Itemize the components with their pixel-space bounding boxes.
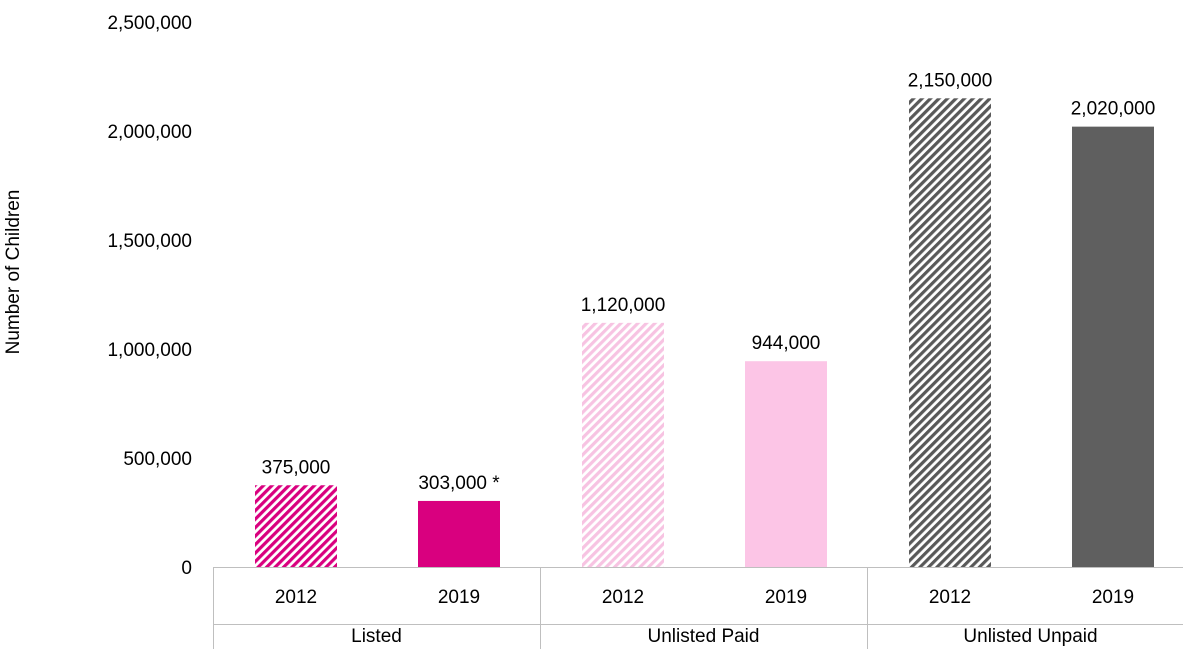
data-label: 1,120,000	[581, 295, 666, 316]
x-group-label: Unlisted Unpaid	[963, 626, 1097, 647]
x-group-label: Unlisted Paid	[648, 626, 760, 647]
x-tick-label-year: 2019	[765, 587, 807, 608]
x-tick-label-year: 2012	[602, 587, 644, 608]
bar-listed-2012	[255, 485, 337, 567]
y-axis-label: Number of Children	[3, 190, 24, 355]
data-label: 2,150,000	[908, 70, 993, 91]
y-tick-label: 2,000,000	[107, 122, 192, 143]
data-label: 375,000	[262, 457, 331, 478]
bars: 375,000 303,000 * 1,120,000 944,000 2,150,00…	[255, 70, 1156, 568]
bar-unlisted-paid-2012	[582, 322, 664, 567]
data-label: 303,000 *	[418, 473, 500, 494]
data-label: 2,020,000	[1071, 99, 1156, 120]
y-tick-label: 2,500,000	[107, 13, 192, 34]
y-tick-label: 1,500,000	[107, 231, 192, 252]
bar-unlisted-unpaid-2019	[1072, 126, 1154, 567]
x-tick-label-year: 2012	[275, 587, 317, 608]
x-tick-label-year: 2012	[929, 587, 971, 608]
y-axis-ticks: 0 500,000 1,000,000 1,500,000 2,000,000 2,500…	[107, 13, 192, 579]
data-label: 944,000	[752, 333, 821, 354]
x-tick-label-year: 2019	[438, 587, 480, 608]
x-group-label: Listed	[351, 626, 402, 647]
y-tick-label: 500,000	[123, 449, 192, 470]
x-tick-label-year: 2019	[1092, 587, 1134, 608]
y-tick-label: 0	[181, 558, 192, 579]
bar-unlisted-paid-2019	[745, 361, 827, 567]
y-tick-label: 1,000,000	[107, 340, 192, 361]
bar-unlisted-unpaid-2012	[909, 98, 991, 568]
bar-listed-2019	[418, 500, 500, 567]
